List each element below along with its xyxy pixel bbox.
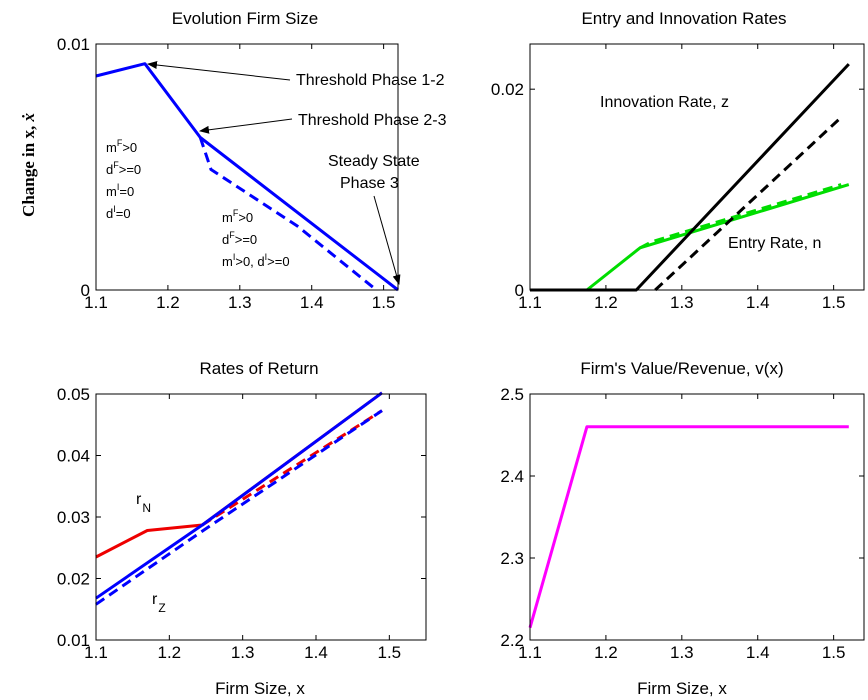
x-tick-label-3: 1.4 bbox=[746, 643, 770, 662]
data-lines bbox=[95, 391, 383, 606]
x-tick-label-0: 1.1 bbox=[518, 293, 542, 312]
y-tick-label-1: 0.02 bbox=[491, 80, 524, 99]
condition-dF: dF>=0 bbox=[106, 160, 141, 177]
annotation-arrow-steady-state bbox=[373, 195, 401, 285]
y-axis-label: Change in x, ẋ bbox=[19, 113, 38, 217]
chart-title: Rates of Return bbox=[199, 359, 318, 378]
axis-ticks: 1.1 1.2 1.3 1.4 1.5 2.2 2.3 2.4 2.5 bbox=[500, 385, 864, 662]
x-tick-label-4: 1.5 bbox=[822, 293, 846, 312]
series-line-0 bbox=[95, 62, 399, 292]
x-tick-label-2: 1.3 bbox=[228, 293, 252, 312]
x-tick-label-0: 1.1 bbox=[518, 643, 542, 662]
annotation-arrow-threshold-23 bbox=[199, 118, 293, 134]
x-tick-label-3: 1.4 bbox=[746, 293, 770, 312]
condition-b-dF: dF>=0 bbox=[222, 230, 257, 247]
annotation-rN: rN bbox=[136, 491, 151, 515]
x-tick-label-2: 1.3 bbox=[670, 643, 694, 662]
condition-b-mI-dI: mI>0, dI>=0 bbox=[222, 252, 290, 269]
y-tick-label-2: 0.03 bbox=[57, 508, 90, 527]
y-tick-label-0: 2.2 bbox=[500, 631, 524, 650]
axes-box bbox=[95, 43, 399, 291]
panel-rates-of-return: Rates of Return Firm Size, x 1.1 1.2 1.3 1.… bbox=[57, 359, 427, 698]
axis-ticks: 1.1 1.2 1.3 1.4 1.5 0 0.02 bbox=[491, 44, 864, 312]
series-line-2 bbox=[95, 391, 383, 600]
annotation-entry-rate: Entry Rate, n bbox=[728, 235, 821, 252]
condition-b-mF: mF>0 bbox=[222, 208, 253, 225]
x-axis-label: Firm Size, x bbox=[637, 679, 727, 698]
y-tick-label-3: 0.04 bbox=[57, 447, 90, 466]
x-tick-label-0: 1.1 bbox=[84, 643, 108, 662]
axes-box bbox=[95, 393, 427, 641]
condition-mI: mI=0 bbox=[106, 182, 134, 199]
annotation-steady-state: Steady State bbox=[328, 153, 420, 170]
x-tick-label-1: 1.2 bbox=[594, 643, 618, 662]
y-axis-label-x: x bbox=[19, 130, 38, 139]
x-tick-label-2: 1.3 bbox=[670, 293, 694, 312]
x-axis-label: Firm Size, x bbox=[215, 679, 305, 698]
y-tick-label-3: 2.5 bbox=[500, 385, 524, 404]
annotation-phase-3: Phase 3 bbox=[340, 175, 399, 192]
series-line-3 bbox=[654, 116, 843, 292]
condition-mF: mF>0 bbox=[106, 138, 137, 155]
y-tick-label-2: 2.4 bbox=[500, 467, 524, 486]
annotation-threshold-23: Threshold Phase 2-3 bbox=[298, 112, 447, 129]
x-tick-label-4: 1.5 bbox=[372, 293, 396, 312]
x-tick-label-1: 1.2 bbox=[156, 293, 180, 312]
x-tick-label-1: 1.2 bbox=[158, 643, 182, 662]
axes-box bbox=[529, 393, 865, 641]
axes-box bbox=[529, 43, 865, 291]
x-tick-label-1: 1.2 bbox=[594, 293, 618, 312]
condition-dI: dI=0 bbox=[106, 204, 131, 221]
y-tick-label-0: 0 bbox=[81, 281, 90, 300]
x-tick-label-3: 1.4 bbox=[300, 293, 324, 312]
chart-title: Entry and Innovation Rates bbox=[581, 9, 786, 28]
chart-title: Firm's Value/Revenue, v(x) bbox=[580, 359, 783, 378]
data-lines bbox=[95, 62, 399, 292]
x-tick-label-4: 1.5 bbox=[378, 643, 402, 662]
panel-evolution-firm-size: Evolution Firm Size Change in x, ẋ 1.1 1.… bbox=[19, 9, 447, 312]
panel-firm-value-revenue: Firm's Value/Revenue, v(x) Firm Size, x … bbox=[500, 359, 865, 698]
series-line-1 bbox=[198, 137, 378, 292]
series-line-0 bbox=[95, 391, 383, 559]
panel-entry-innovation-rates: Entry and Innovation Rates 1.1 1.2 1.3 1.4 1… bbox=[491, 9, 865, 312]
series-line-3 bbox=[95, 409, 383, 606]
series-line-1 bbox=[639, 183, 842, 250]
y-tick-label-1: 0.01 bbox=[57, 35, 90, 54]
y-axis-label-xdot: ẋ bbox=[19, 113, 38, 123]
annotation-threshold-12: Threshold Phase 1-2 bbox=[296, 72, 445, 89]
x-tick-label-4: 1.5 bbox=[822, 643, 846, 662]
y-tick-label-1: 0.02 bbox=[57, 570, 90, 589]
chart-title: Evolution Firm Size bbox=[172, 9, 318, 28]
series-line-0 bbox=[528, 425, 849, 629]
data-lines bbox=[528, 425, 849, 629]
annotation-innovation-rate: Innovation Rate, z bbox=[600, 94, 729, 111]
annotation-arrow-threshold-12 bbox=[147, 61, 291, 81]
y-tick-label-4: 0.05 bbox=[57, 385, 90, 404]
y-tick-label-0: 0 bbox=[515, 281, 524, 300]
x-tick-label-0: 1.1 bbox=[84, 293, 108, 312]
x-tick-label-2: 1.3 bbox=[231, 643, 255, 662]
y-tick-label-0: 0.01 bbox=[57, 631, 90, 650]
x-tick-label-3: 1.4 bbox=[304, 643, 328, 662]
y-tick-label-1: 2.3 bbox=[500, 549, 524, 568]
axis-ticks: 1.1 1.2 1.3 1.4 1.5 0.01 0.02 0.03 0.04 0.05 bbox=[57, 385, 426, 662]
annotation-rZ: rZ bbox=[152, 591, 166, 615]
